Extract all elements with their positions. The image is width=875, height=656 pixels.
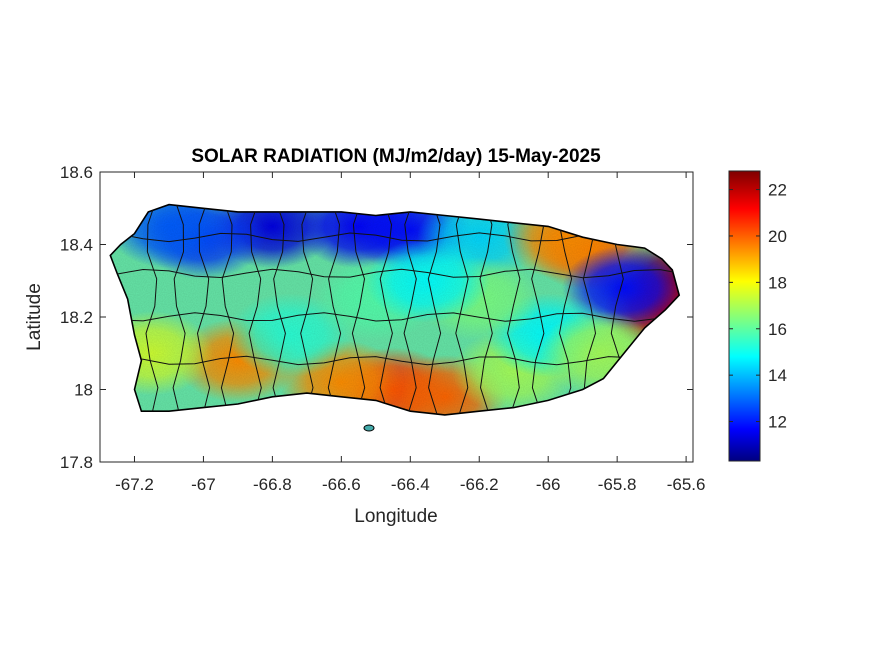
x-tick-label: -67 bbox=[191, 475, 216, 494]
municipality-border bbox=[117, 268, 680, 279]
colorbar-tick-label: 14 bbox=[768, 366, 787, 385]
municipality-border bbox=[427, 204, 442, 415]
municipality-border bbox=[300, 204, 314, 415]
x-tick-label: -67.2 bbox=[115, 475, 154, 494]
x-axis: -67.2 -67 -66.8 -66.6 -66.4 -66.2 -66 -65.8 -65.… bbox=[115, 172, 705, 494]
municipality-border bbox=[379, 204, 393, 415]
municipality-border bbox=[455, 204, 469, 415]
municipality-border bbox=[531, 204, 545, 415]
y-tick-label: 18 bbox=[74, 381, 93, 400]
x-tick-label: -66.2 bbox=[460, 475, 499, 494]
x-tick-label: -65.8 bbox=[598, 475, 637, 494]
y-tick-label: 18.6 bbox=[60, 163, 93, 182]
colorbar-tick-label: 18 bbox=[768, 273, 787, 292]
map-title: SOLAR RADIATION (MJ/m2/day) 15-May-2025 bbox=[191, 146, 601, 167]
municipality-border bbox=[172, 204, 186, 415]
x-axis-label: Longitude bbox=[354, 506, 437, 527]
caja-de-muertos-islet bbox=[363, 424, 375, 432]
colorbar-tick-label: 20 bbox=[768, 227, 787, 246]
municipality-border bbox=[117, 312, 680, 322]
y-axis-label: Latitude bbox=[24, 283, 45, 351]
x-tick-label: -66 bbox=[536, 475, 561, 494]
municipality-border bbox=[403, 204, 417, 415]
x-tick-label: -66.8 bbox=[253, 475, 292, 494]
x-tick-label: -66.6 bbox=[322, 475, 361, 494]
municipality-border bbox=[507, 204, 521, 415]
colorbar-ticks: 12 14 16 18 20 22 bbox=[729, 181, 787, 432]
colorbar bbox=[728, 170, 761, 462]
municipality-border bbox=[248, 204, 262, 415]
y-tick-label: 18.2 bbox=[60, 308, 93, 327]
municipality-border bbox=[196, 204, 211, 415]
y-tick-label: 18.4 bbox=[60, 236, 93, 255]
x-tick-label: -66.4 bbox=[391, 475, 430, 494]
colorbar-tick-label: 12 bbox=[768, 413, 787, 432]
municipality-border bbox=[479, 204, 493, 415]
municipality-border bbox=[145, 204, 159, 415]
y-tick-label: 17.8 bbox=[60, 453, 93, 472]
municipality-borders bbox=[117, 204, 680, 415]
municipality-border bbox=[117, 355, 680, 366]
municipality-border bbox=[272, 204, 286, 415]
municipality-border bbox=[558, 204, 573, 415]
x-tick-label: -65.6 bbox=[667, 475, 706, 494]
y-axis: 17.8 18 18.2 18.4 18.6 bbox=[60, 163, 693, 472]
colorbar-tick-label: 16 bbox=[768, 320, 787, 339]
colorbar-tick-label: 22 bbox=[768, 181, 787, 200]
municipality-border bbox=[327, 204, 342, 415]
